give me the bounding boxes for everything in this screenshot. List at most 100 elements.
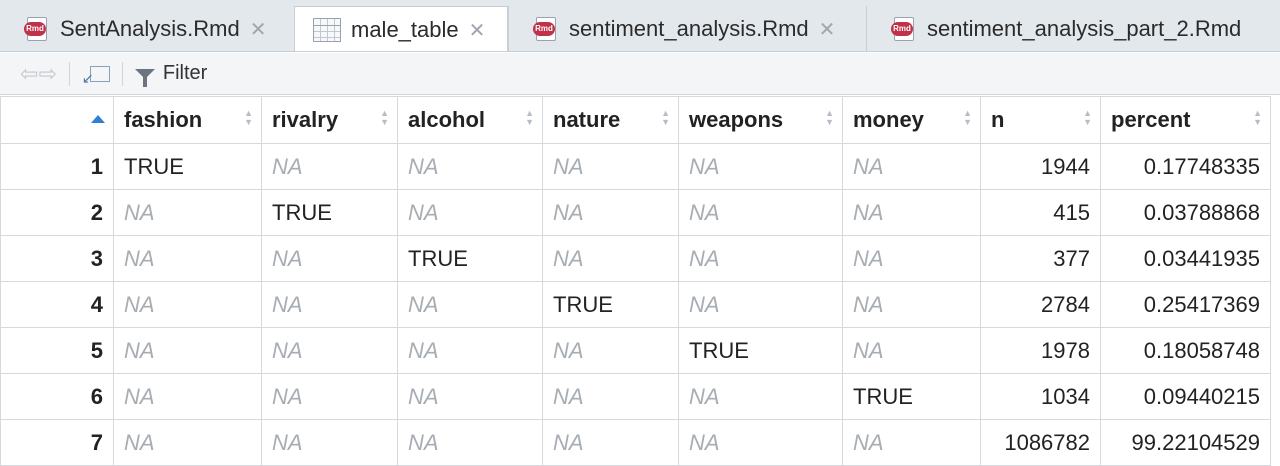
table-cell-rivalry[interactable]: NA <box>261 143 398 190</box>
table-cell-money[interactable]: NA <box>842 143 981 190</box>
table-cell-rivalry[interactable]: NA <box>261 281 398 328</box>
close-icon[interactable]: ✕ <box>468 19 486 42</box>
rmd-file-icon: Rmd <box>891 16 917 42</box>
table-cell-n[interactable]: 377 <box>980 235 1101 282</box>
tab-sentiment-analysis-rmd[interactable]: Rmd sentiment_analysis.Rmd ✕ <box>508 6 866 51</box>
tab-bar: Rmd SentAnalysis.Rmd ✕ male_table ✕ Rmd … <box>0 0 1280 52</box>
table-cell-weapons[interactable]: NA <box>678 419 843 466</box>
sort-icon: ▲ ▼ <box>1253 108 1262 127</box>
tab-sentiment-analysis-part-2-rmd[interactable]: Rmd sentiment_analysis_part_2.Rmd <box>866 6 1280 51</box>
table-cell-percent[interactable]: 0.03441935 <box>1100 235 1271 282</box>
table-cell-nature[interactable]: NA <box>542 143 679 190</box>
table-cell-weapons[interactable]: NA <box>678 189 843 236</box>
toolbar-divider <box>121 61 123 86</box>
table-cell-rivalry[interactable]: NA <box>261 373 398 420</box>
table-cell-n[interactable]: 1034 <box>980 373 1101 420</box>
viewer-toolbar: ⇦ ⇨ ↙ Filter <box>0 53 1280 95</box>
table-cell-percent[interactable]: 0.17748335 <box>1100 143 1271 190</box>
table-cell-rivalry[interactable]: NA <box>261 235 398 282</box>
rmd-file-icon: Rmd <box>533 16 559 42</box>
close-icon[interactable]: ✕ <box>249 18 267 41</box>
table-cell-alcohol[interactable]: NA <box>397 373 543 420</box>
sort-icon: ▲ ▼ <box>525 108 534 127</box>
filter-label: Filter <box>162 62 208 84</box>
table-row: 4 NA NA NA TRUE NA NA 2784 0.25417369 <box>0 281 1271 328</box>
column-header-money[interactable]: money ▲ ▼ <box>842 96 981 144</box>
column-header-fashion[interactable]: fashion ▲ ▼ <box>113 96 262 144</box>
column-header-rivalry[interactable]: rivalry ▲ ▼ <box>261 96 398 144</box>
table-cell-percent[interactable]: 0.18058748 <box>1100 327 1271 374</box>
table-cell-nature[interactable]: NA <box>542 419 679 466</box>
table-cell-money[interactable]: NA <box>842 281 981 328</box>
row-index: 4 <box>0 281 114 328</box>
table-cell-percent[interactable]: 0.09440215 <box>1100 373 1271 420</box>
table-cell-alcohol[interactable]: NA <box>397 327 543 374</box>
table-cell-weapons[interactable]: TRUE <box>678 327 843 374</box>
table-cell-n[interactable]: 1944 <box>980 143 1101 190</box>
row-index-header[interactable] <box>0 96 114 144</box>
table-cell-percent[interactable]: 0.03788868 <box>1100 189 1271 236</box>
table-cell-alcohol[interactable]: NA <box>397 189 543 236</box>
table-cell-n[interactable]: 415 <box>980 189 1101 236</box>
table-cell-alcohol[interactable]: NA <box>397 143 543 190</box>
table-cell-money[interactable]: NA <box>842 327 981 374</box>
back-arrow-icon[interactable]: ⇦ <box>20 60 39 86</box>
table-cell-fashion[interactable]: NA <box>113 235 262 282</box>
table-cell-rivalry[interactable]: TRUE <box>261 189 398 236</box>
table-cell-alcohol[interactable]: NA <box>397 281 543 328</box>
table-row: 7 NA NA NA NA NA NA 1086782 99.22104529 <box>0 419 1271 466</box>
sort-icon: ▲ ▼ <box>1083 108 1092 127</box>
column-header-nature[interactable]: nature ▲ ▼ <box>542 96 679 144</box>
table-cell-weapons[interactable]: NA <box>678 235 843 282</box>
tab-label: SentAnalysis.Rmd <box>60 16 240 41</box>
column-header-percent[interactable]: percent ▲ ▼ <box>1100 96 1271 144</box>
table-cell-fashion[interactable]: NA <box>113 281 262 328</box>
table-row: 1 TRUE NA NA NA NA NA 1944 0.17748335 <box>0 143 1271 190</box>
sort-icon: ▲ ▼ <box>661 108 670 127</box>
table-cell-rivalry[interactable]: NA <box>261 419 398 466</box>
filter-button[interactable]: Filter <box>134 62 208 87</box>
rmd-file-icon: Rmd <box>24 16 50 42</box>
table-cell-fashion[interactable]: NA <box>113 189 262 236</box>
column-header-n[interactable]: n ▲ ▼ <box>980 96 1101 144</box>
table-row: 5 NA NA NA NA TRUE NA 1978 0.18058748 <box>0 327 1271 374</box>
table-cell-rivalry[interactable]: NA <box>261 327 398 374</box>
toolbar-divider <box>68 61 70 86</box>
table-cell-nature[interactable]: NA <box>542 373 679 420</box>
table-cell-fashion[interactable]: NA <box>113 327 262 374</box>
table-cell-fashion[interactable]: TRUE <box>113 143 262 190</box>
table-cell-percent[interactable]: 99.22104529 <box>1100 419 1271 466</box>
table-cell-nature[interactable]: NA <box>542 189 679 236</box>
table-cell-nature[interactable]: TRUE <box>542 281 679 328</box>
table-row: 3 NA NA TRUE NA NA NA 377 0.03441935 <box>0 235 1271 282</box>
table-cell-n[interactable]: 2784 <box>980 281 1101 328</box>
table-header-row: fashion ▲ ▼ rivalry ▲ ▼ alcohol ▲ ▼ nature ▲ ▼ w… <box>0 96 1271 144</box>
table-cell-weapons[interactable]: NA <box>678 143 843 190</box>
tab-sentanalysis-rmd[interactable]: Rmd SentAnalysis.Rmd ✕ <box>0 6 294 51</box>
table-cell-n[interactable]: 1978 <box>980 327 1101 374</box>
table-row: 2 NA TRUE NA NA NA NA 415 0.03788868 <box>0 189 1271 236</box>
sort-icon: ▲ ▼ <box>244 108 253 127</box>
column-header-alcohol[interactable]: alcohol ▲ ▼ <box>397 96 543 144</box>
table-cell-alcohol[interactable]: NA <box>397 419 543 466</box>
popout-icon[interactable]: ↙ <box>82 63 110 85</box>
table-cell-percent[interactable]: 0.25417369 <box>1100 281 1271 328</box>
column-header-weapons[interactable]: weapons ▲ ▼ <box>678 96 843 144</box>
table-cell-money[interactable]: NA <box>842 419 981 466</box>
table-cell-fashion[interactable]: NA <box>113 373 262 420</box>
forward-arrow-icon[interactable]: ⇨ <box>38 60 57 86</box>
table-cell-money[interactable]: NA <box>842 189 981 236</box>
table-cell-alcohol[interactable]: TRUE <box>397 235 543 282</box>
table-cell-fashion[interactable]: NA <box>113 419 262 466</box>
table-cell-nature[interactable]: NA <box>542 235 679 282</box>
table-cell-n[interactable]: 1086782 <box>980 419 1101 466</box>
tab-male-table[interactable]: male_table ✕ <box>294 6 508 51</box>
close-icon[interactable]: ✕ <box>818 18 836 41</box>
table-cell-nature[interactable]: NA <box>542 327 679 374</box>
table-cell-weapons[interactable]: NA <box>678 281 843 328</box>
table-cell-weapons[interactable]: NA <box>678 373 843 420</box>
table-cell-money[interactable]: NA <box>842 235 981 282</box>
row-index: 2 <box>0 189 114 236</box>
table-cell-money[interactable]: TRUE <box>842 373 981 420</box>
sort-icon: ▲ ▼ <box>380 108 389 127</box>
